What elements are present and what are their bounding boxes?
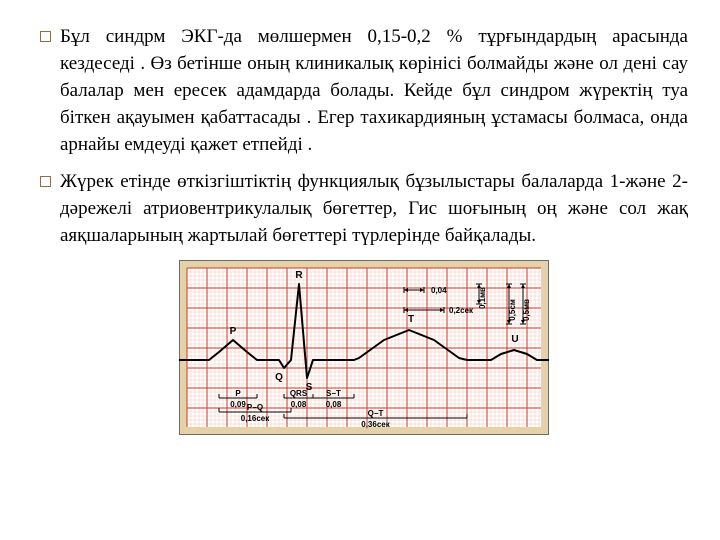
svg-text:R: R [295,270,303,281]
svg-text:P: P [235,389,241,398]
svg-text:P: P [230,326,237,337]
svg-text:U: U [511,334,518,345]
ecg-figure-wrap: RPTUQS0,040,2сек0,1мв0,5см0,5мвP0,09P−Q0… [40,260,688,435]
list-item: Жүрек етінде өткізгіштіктің функциялық б… [40,169,688,250]
svg-text:0,09: 0,09 [230,400,246,409]
svg-text:Q: Q [275,372,283,383]
svg-text:0,5см: 0,5см [508,299,517,321]
svg-text:0,16сек: 0,16сек [241,414,270,423]
paragraph-text: Бұл синдрм ЭКГ-да мөлшермен 0,15-0,2 % т… [60,26,688,155]
list-item: Бұл синдрм ЭКГ-да мөлшермен 0,15-0,2 % т… [40,24,688,159]
ecg-chart: RPTUQS0,040,2сек0,1мв0,5см0,5мвP0,09P−Q0… [179,260,549,435]
slide-page: Бұл синдрм ЭКГ-да мөлшермен 0,15-0,2 % т… [0,0,720,540]
svg-text:0,04: 0,04 [431,286,447,295]
bullet-list: Бұл синдрм ЭКГ-да мөлшермен 0,15-0,2 % т… [40,24,688,250]
svg-text:Q−T: Q−T [368,409,384,418]
svg-text:0,2сек: 0,2сек [449,306,474,315]
svg-text:0,08: 0,08 [326,400,342,409]
svg-text:QRS: QRS [290,389,308,398]
svg-text:0,08: 0,08 [291,400,307,409]
svg-text:S−T: S−T [326,389,341,398]
svg-text:0,36сек: 0,36сек [361,420,390,429]
svg-text:T: T [408,314,414,325]
svg-text:0,1мв: 0,1мв [478,287,487,309]
svg-text:P−Q: P−Q [247,403,263,412]
paragraph-text: Жүрек етінде өткізгіштіктің функциялық б… [60,171,688,246]
svg-text:0,5мв: 0,5мв [522,299,531,321]
